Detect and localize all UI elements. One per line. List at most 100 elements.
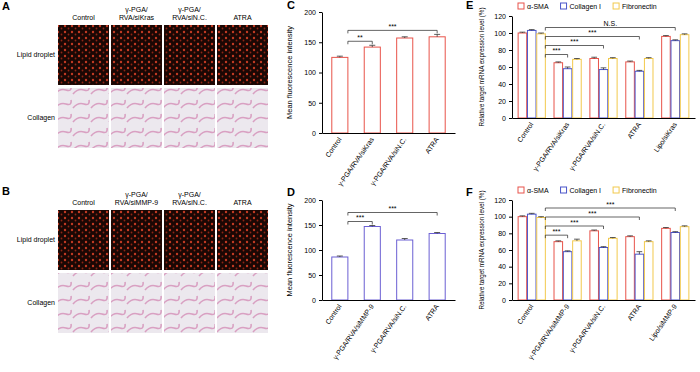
tick-label: 200 — [304, 197, 316, 204]
legend-swatch — [561, 187, 567, 193]
bar — [554, 63, 563, 118]
error-bar — [682, 33, 688, 35]
tick-label: 60 — [498, 64, 506, 71]
tick-label: γ-PGA/RVA/siN.C. — [568, 303, 607, 355]
bar — [590, 59, 599, 119]
bar — [563, 69, 572, 118]
error-bar — [663, 227, 669, 229]
tick-mark — [509, 283, 512, 284]
significance-label: *** — [356, 214, 364, 221]
column-header: RVA/siN.C. — [172, 14, 207, 21]
error-bar — [574, 58, 580, 60]
bar — [397, 240, 413, 300]
error-bar — [369, 226, 375, 227]
y-tick: 60 — [498, 64, 512, 71]
tick-label: 40 — [498, 263, 506, 270]
axis-line — [513, 118, 696, 119]
significance-bracket — [545, 55, 567, 58]
bar — [518, 217, 527, 300]
significance-label: *** — [552, 228, 560, 235]
significance-label: *** — [570, 219, 578, 226]
tick-label: ATRA — [626, 121, 642, 140]
tick-mark — [509, 267, 512, 268]
tick-label: 40 — [498, 81, 506, 88]
significance-bracket — [348, 213, 437, 216]
micrograph — [111, 88, 162, 148]
x-tick: ATRA — [626, 121, 642, 140]
significance-label: N.S. — [603, 20, 617, 27]
x-tick: γ-PGA/RVA/siN.C. — [568, 303, 607, 355]
tick-label: γ-PGA/RVA/siMMP-9 — [332, 303, 376, 362]
column-header: Control — [72, 14, 95, 21]
bar — [518, 33, 527, 118]
tick-mark — [509, 200, 512, 201]
tick-label: 120 — [494, 197, 506, 204]
error-bar — [402, 239, 408, 241]
x-axis: Controlγ-PGA/RVA/siMMP-9γ-PGA/RVA/siN.C.… — [513, 301, 696, 362]
bar — [573, 241, 582, 300]
column-header: RVA/siN.C. — [172, 199, 207, 206]
legend: α-SMACollagen IFibronectin — [518, 187, 657, 195]
error-bar — [555, 61, 561, 63]
tick-label: Control — [324, 303, 343, 326]
bar — [563, 252, 572, 300]
annotations: ****** — [348, 205, 437, 224]
legend-label: Fibronectin — [622, 187, 657, 194]
significance-bracket — [545, 226, 603, 229]
bar — [429, 37, 445, 133]
micrograph — [217, 25, 268, 85]
bar — [609, 59, 618, 119]
bar — [537, 218, 546, 301]
tick-label: γ-PGA/RVA/siN.C. — [568, 121, 607, 173]
legend-swatch — [518, 187, 524, 193]
bar — [644, 242, 653, 300]
error-bar — [637, 252, 643, 255]
tick-label: 20 — [498, 280, 506, 287]
tick-mark — [319, 12, 322, 13]
panel-label: F — [466, 186, 473, 198]
significance-label: *** — [570, 38, 578, 45]
micrograph — [111, 210, 162, 270]
legend-label: Collagen I — [570, 3, 602, 11]
bar — [662, 228, 671, 300]
x-axis: Controlγ-PGA/RVA/siKrasγ-PGA/RVA/siN.C. A… — [513, 119, 696, 173]
error-bar — [672, 231, 678, 233]
y-tick: 20 — [498, 98, 512, 105]
x-tick: Lipo/siMMP-9 — [648, 303, 679, 343]
error-bar — [682, 225, 688, 227]
bar — [429, 234, 445, 301]
significance-bracket — [348, 41, 372, 44]
micrograph — [164, 210, 215, 270]
bar — [635, 71, 644, 118]
tick-label: γ-PGA/RVA/siKras — [532, 121, 572, 173]
x-tick: γ-PGA/RVA/siMMP-9 — [527, 303, 571, 362]
bar — [599, 248, 608, 301]
bar — [590, 231, 599, 300]
bar — [626, 237, 635, 300]
panel-label: B — [2, 185, 10, 197]
column-header: γ-PGA/ — [178, 191, 201, 199]
bar — [599, 70, 608, 118]
legend-swatch — [561, 3, 567, 9]
legend: α-SMACollagen IFibronectin — [518, 3, 657, 11]
error-bar — [369, 45, 375, 47]
tick-mark — [319, 200, 322, 201]
error-bar — [637, 70, 643, 72]
y-axis: 020406080100120 — [494, 13, 512, 122]
micrograph — [164, 273, 215, 333]
tick-label: Control — [516, 121, 535, 144]
tick-mark — [509, 101, 512, 102]
y-tick: 20 — [498, 280, 512, 287]
micrograph — [58, 210, 109, 270]
y-tick: 150 — [304, 222, 322, 229]
significance-bracket — [545, 46, 603, 49]
bar — [554, 242, 563, 300]
y-tick: 40 — [498, 263, 512, 270]
y-axis-title: Relative target mRNA expression level (%… — [478, 191, 486, 310]
tick-mark — [319, 42, 322, 43]
y-tick: 100 — [494, 30, 512, 37]
legend-label: Fibronectin — [622, 3, 657, 10]
bar — [332, 257, 348, 300]
row-label: Lipid droplet — [17, 236, 55, 244]
tick-label: ATRA — [424, 136, 440, 155]
